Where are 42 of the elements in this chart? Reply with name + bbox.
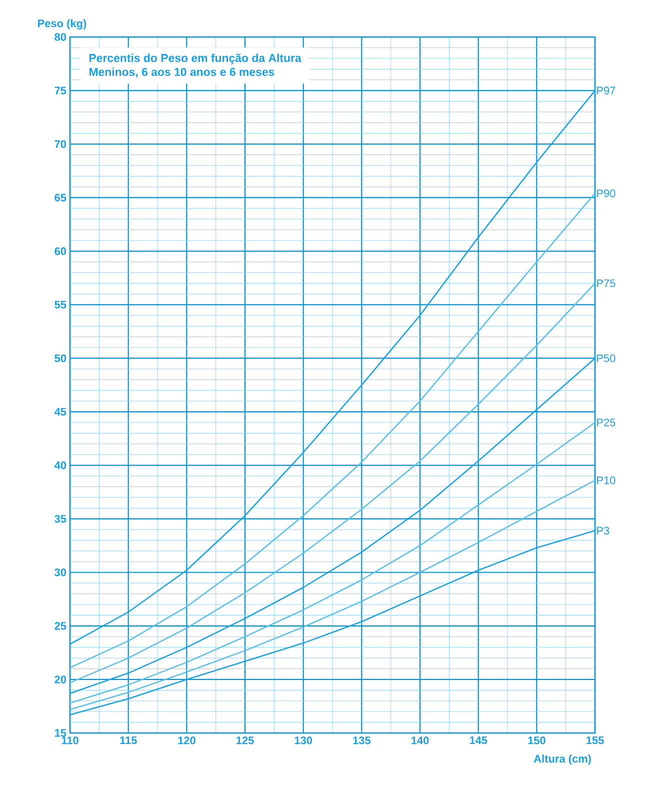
y-tick-label: 15 [54, 729, 66, 737]
y-tick-label: 50 [54, 354, 66, 362]
line-series [69, 358, 596, 694]
y-tick-label: 60 [54, 247, 66, 256]
text: Percentis do Peso em função da Altura [89, 54, 302, 64]
x-tick-label: 110 [62, 736, 78, 744]
x-axis-title: Altura (cm) [534, 754, 591, 765]
y-tick-label: 80 [54, 33, 66, 41]
y-tick-label: 55 [54, 300, 66, 309]
x-tick-label: 120 [178, 736, 196, 744]
y-tick-label: 30 [54, 568, 66, 576]
series-label: P90 [597, 189, 616, 198]
x-tick-label: 135 [353, 736, 370, 744]
text: Meninos, 6 aos 10 anos e 6 meses [89, 68, 274, 78]
x-tick-label: 115 [120, 736, 137, 744]
series-label: P50 [597, 354, 616, 362]
x-tick-label: 130 [294, 736, 312, 744]
line-series [69, 422, 596, 704]
series-label: P3 [597, 526, 610, 535]
line-series [69, 282, 596, 684]
y-axis-title: Peso (kg) [38, 19, 86, 30]
x-tick-label: 150 [528, 736, 546, 744]
series-label: P10 [597, 476, 616, 484]
x-tick-label: 155 [586, 736, 604, 744]
y-tick-label: 65 [54, 194, 66, 202]
x-tick-label: 145 [470, 736, 488, 744]
line-series [69, 192, 596, 668]
series-label: P25 [597, 418, 616, 426]
y-tick-label: 25 [54, 622, 66, 630]
y-tick-label: 45 [54, 408, 66, 416]
series-label: P75 [597, 279, 616, 288]
line-series [69, 90, 596, 645]
y-tick-label: 70 [54, 140, 66, 148]
x-tick-label: 125 [236, 736, 254, 744]
series-label: P97 [597, 86, 616, 94]
x-tick-label: 140 [412, 736, 429, 744]
y-tick-label: 35 [54, 514, 66, 523]
y-tick-label: 40 [54, 461, 66, 470]
y-tick-label: 20 [54, 676, 66, 684]
line-series [69, 480, 596, 710]
line-series [69, 530, 596, 716]
y-tick-label: 75 [54, 86, 66, 94]
